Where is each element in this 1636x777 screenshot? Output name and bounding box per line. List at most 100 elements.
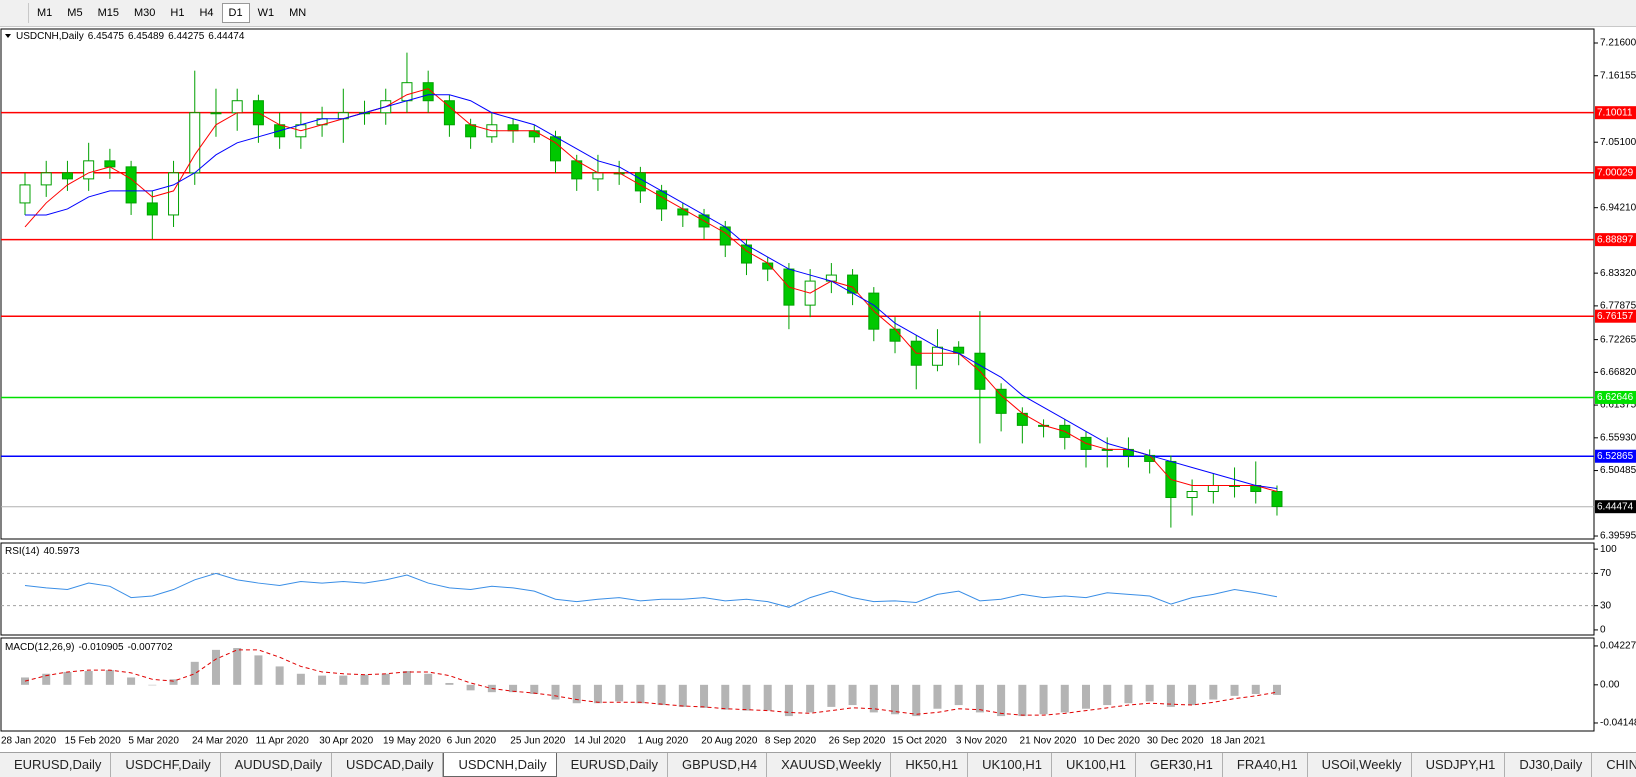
draw-tool[interactable] bbox=[2, 3, 29, 23]
candle-body bbox=[146, 202, 158, 216]
candle-body bbox=[168, 172, 180, 216]
rsi-line bbox=[24, 572, 1278, 608]
period-button[interactable]: M15 bbox=[97, 7, 119, 19]
chart-tab[interactable]: USDCNH,Daily bbox=[443, 753, 557, 777]
macd-bar bbox=[1060, 684, 1069, 713]
period-button[interactable]: M5 bbox=[67, 7, 83, 19]
macd-bar bbox=[678, 684, 687, 707]
chart-tab[interactable]: CHINA300,H1 bbox=[1592, 753, 1636, 777]
chart-tab[interactable]: HK50,H1 bbox=[891, 753, 969, 777]
candle-body bbox=[83, 160, 95, 180]
macd-bar bbox=[912, 684, 921, 717]
macd-bar bbox=[827, 684, 836, 707]
moving-average bbox=[24, 88, 1278, 492]
chart-window: 7.21600 7.16155 7.05100 6.94210 6.83320 6.778… bbox=[0, 28, 1636, 747]
macd-bar bbox=[233, 648, 242, 685]
macd-bar bbox=[1082, 684, 1090, 709]
candle-body bbox=[104, 160, 116, 168]
candle-body bbox=[40, 172, 52, 186]
candle-body bbox=[634, 172, 646, 192]
candle-body bbox=[1207, 484, 1219, 493]
x-tick-label: 20 Aug 2020 bbox=[701, 736, 758, 747]
y-tick-label: 7.21600 bbox=[1600, 38, 1636, 49]
macd-bar bbox=[381, 673, 390, 685]
level-label-bg bbox=[1595, 390, 1636, 404]
candle-body bbox=[528, 130, 540, 138]
x-tick-label: 28 Jan 2020 bbox=[1, 736, 56, 747]
level-label: 6.76157 bbox=[1597, 311, 1634, 322]
candle-body bbox=[656, 190, 668, 210]
period-button[interactable]: M1 bbox=[37, 7, 53, 19]
title: RSI(14) bbox=[5, 546, 39, 557]
chart-tab[interactable]: DJ30,Daily bbox=[1505, 753, 1593, 777]
level-label: 7.00029 bbox=[1597, 167, 1634, 178]
candle-body bbox=[1186, 491, 1198, 499]
chart-tab[interactable]: XAUUSD,Weekly bbox=[767, 753, 892, 777]
period-button[interactable]: W1 bbox=[257, 7, 275, 19]
chart-tab[interactable]: USDJPY,H1 bbox=[1412, 753, 1506, 777]
period-button[interactable]: MN bbox=[289, 7, 307, 19]
macd-bar bbox=[360, 674, 369, 685]
header-text: 6.44474 bbox=[208, 31, 245, 42]
plot: 7.21600 7.16155 7.05100 6.94210 6.83320 6.778… bbox=[1, 31, 1636, 747]
chart-tab[interactable]: USOil,Weekly bbox=[1308, 753, 1412, 777]
rsi-panel bbox=[0, 542, 1595, 636]
macd-bar bbox=[1251, 684, 1260, 695]
y-tick-label: 6.39595 bbox=[1600, 531, 1636, 542]
chart-tab[interactable]: EURUSD,Daily bbox=[0, 753, 112, 777]
x-tick-label: 15 Feb 2020 bbox=[65, 736, 122, 747]
macd-bar bbox=[275, 666, 284, 685]
header-text: 6.45489 bbox=[128, 31, 165, 42]
x-tick-label: 10 Dec 2020 bbox=[1083, 736, 1140, 747]
macd-bar bbox=[318, 675, 327, 685]
header-text: 6.44275 bbox=[168, 31, 205, 42]
candle-body bbox=[995, 388, 1007, 414]
x-tick-label: 3 Nov 2020 bbox=[956, 736, 1008, 747]
macd-bar bbox=[63, 671, 72, 685]
signal-line bbox=[24, 649, 1278, 716]
macd-bar bbox=[296, 673, 305, 685]
chart-tab[interactable]: UK100,H1 bbox=[968, 753, 1053, 777]
collapse-arrow[interactable] bbox=[5, 34, 11, 38]
macd-bar bbox=[1018, 684, 1027, 717]
chart-tab[interactable]: GER30,H1 bbox=[1136, 753, 1223, 777]
chart-tab[interactable]: AUDUSD,Daily bbox=[221, 753, 333, 777]
candle-body bbox=[189, 112, 201, 174]
period-button[interactable]: H4 bbox=[199, 7, 214, 19]
chart-tab[interactable]: USDCHF,Daily bbox=[111, 753, 221, 777]
y-tick-label: 7.16155 bbox=[1600, 70, 1636, 81]
macd-bar bbox=[254, 655, 263, 685]
chart-tab[interactable]: UK100,H1 bbox=[1052, 753, 1137, 777]
title: MACD(12,26,9) bbox=[5, 642, 74, 653]
period-button[interactable]: D1 bbox=[221, 3, 250, 23]
period-button[interactable]: M30 bbox=[133, 7, 156, 19]
chart-tab[interactable]: GBPUSD,H4 bbox=[668, 753, 768, 777]
x-tick-label: 30 Apr 2020 bbox=[319, 736, 373, 747]
y-tick-label: 6.66820 bbox=[1600, 367, 1636, 378]
y-tick-label: 7.05100 bbox=[1600, 137, 1636, 148]
chart-tab[interactable]: EURUSD,Daily bbox=[557, 753, 668, 777]
macd-bar bbox=[1209, 684, 1218, 700]
macd-bar bbox=[42, 673, 51, 685]
y-tick-label: 6.61375 bbox=[1600, 400, 1636, 411]
macd-bar bbox=[105, 670, 114, 685]
y-tick-label: 6.77875 bbox=[1600, 301, 1636, 312]
x-tick-label: 25 Jun 2020 bbox=[510, 736, 565, 747]
candle-body bbox=[592, 172, 604, 180]
candle-body bbox=[19, 184, 31, 204]
macd-bar bbox=[615, 684, 624, 702]
candle-body bbox=[61, 172, 73, 180]
current-value: 40.5973 bbox=[43, 546, 80, 557]
chart-tab[interactable]: USDCAD,Daily bbox=[332, 753, 444, 777]
level-label-bg bbox=[1595, 233, 1636, 247]
level-label: 7.10011 bbox=[1597, 107, 1633, 118]
period-button[interactable]: H1 bbox=[170, 7, 185, 19]
y-tick-label: 6.72265 bbox=[1600, 334, 1636, 345]
candle-body bbox=[571, 160, 583, 180]
chart-tab[interactable]: FRA40,H1 bbox=[1223, 753, 1308, 777]
current-price-bg bbox=[1595, 500, 1636, 514]
level-label-bg bbox=[1595, 309, 1636, 323]
macd-bar bbox=[190, 661, 199, 685]
macd-bar bbox=[1124, 684, 1133, 704]
